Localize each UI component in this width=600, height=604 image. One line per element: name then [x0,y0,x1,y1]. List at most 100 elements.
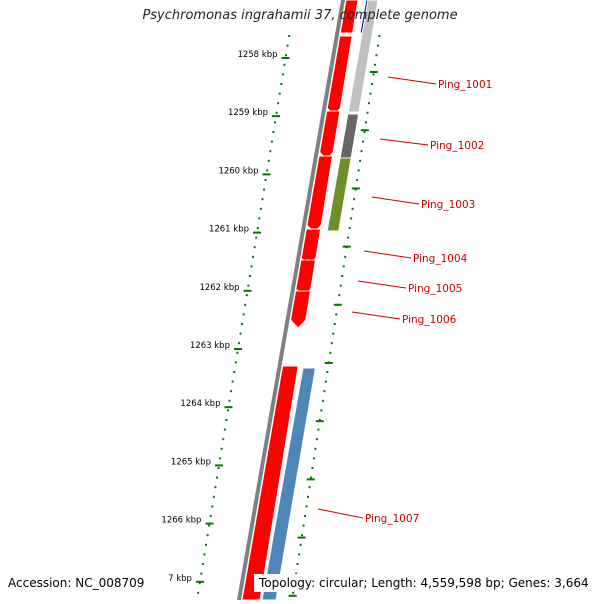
scale-tick-label: 1258 kbp [237,50,277,60]
scale-tick-label: 1263 kbp [190,341,230,351]
scale-dot-right [368,102,371,105]
scale-dot-left [281,73,284,76]
gene-label: Ping_1004 [413,253,468,265]
scale-dot-left [223,428,226,431]
scale-dot-right [332,332,335,335]
scale-dot-right [304,515,307,517]
scale-dot-left [274,121,277,124]
scale-dot-left [258,217,261,220]
scale-dot-left [264,179,267,181]
scale-dot-right [324,380,327,383]
scale-dot-left [245,294,248,297]
cds-arrow-7 [289,290,312,329]
scale-dot-left [206,534,209,537]
scale-tick-label: 1262 kbp [199,283,239,293]
scale-dot-right [318,419,321,421]
scale-dot-left [198,582,201,585]
scale-dot-right [301,534,304,537]
scale-dot-left [247,284,250,287]
genome-summary-text: Topology: circular; Length: 4,559,598 bp… [254,574,600,592]
scale-dot-right [351,207,354,210]
scale-dot-left [214,486,217,489]
gene-label: Ping_1006 [402,314,457,326]
scale-dot-right [306,495,309,498]
scale-dot-right [344,255,347,258]
scale-dot-right [314,447,317,450]
scale-dot-left [205,543,208,546]
scale-dot-right [341,275,344,277]
scale-dot-left [284,54,287,57]
scale-dot-right [372,73,375,76]
scale-dot-right [308,486,311,489]
scale-dot-right [342,265,345,268]
scale-dot-left [212,495,215,498]
scale-dot-left [208,524,211,527]
scale-dot-right [347,236,350,239]
scale-dot-right [329,351,332,354]
scale-dot-left [244,303,247,306]
scale-dot-right [292,591,295,594]
scale-dot-left [280,83,283,85]
olive-feature [326,157,352,232]
scale-tick-label: 1266 kbp [161,516,201,526]
scale-dot-right [365,121,368,124]
scale-dot-left [250,265,253,268]
scale-tick-label: 1260 kbp [218,166,258,176]
scale-dot-left [261,198,264,201]
scale-dot-left [270,140,273,143]
scale-dot-right [305,505,308,508]
gene-callout-line [357,280,407,289]
dark-gray-feature [339,113,360,159]
gene-label: Ping_1003 [421,199,475,211]
scale-dot-right [320,409,323,412]
scale-dot-left [230,390,233,393]
scale-dot-right [312,457,315,460]
scale-dot-left [286,44,289,47]
gene-callout-line [363,250,412,259]
scale-dot-left [255,236,258,239]
scale-dot-right [373,63,376,66]
scale-dot-right [309,476,312,479]
scale-dot-right [378,35,381,37]
scale-dot-left [200,572,203,575]
scale-dot-right [348,227,351,229]
scale-dot-right [359,159,362,162]
scale-dot-left [220,447,223,450]
scale-dot-left [288,35,291,37]
scale-dot-left [242,313,245,316]
scale-dot-left [231,380,234,383]
scale-dot-right [350,217,353,220]
scale-dot-right [363,131,366,133]
scale-dot-left [236,351,239,354]
scale-dot-right [362,140,365,143]
scale-dot-right [357,169,360,172]
scale-dot-left [252,255,255,258]
light-gray-feature [347,0,379,113]
scale-dot-right [339,284,342,287]
scale-dot-left [233,371,236,373]
scale-dot-right [333,323,336,325]
gene-label: Ping_1005 [408,283,462,295]
scale-dot-right [295,572,298,575]
gene-callout-line [371,196,420,205]
gene-labels: Ping_1001 Ping_1002 Ping_1003 Ping_1004 Ping… [317,76,492,525]
scale-dot-right [353,198,356,201]
scale-tick-label: 1264 kbp [180,399,220,409]
scale-dot-right [335,313,338,316]
scale-dot-right [375,54,378,57]
scale-dot-left [215,476,218,479]
gene-callout-line [379,138,429,146]
scale-dot-right [369,92,372,95]
scale-dot-left [226,409,229,412]
scale-dot-left [241,323,244,325]
scale-dot-left [201,563,204,565]
scale-dot-left [256,227,259,229]
scale-dot-left [234,361,237,364]
scale-dot-left [225,419,228,421]
scale-dot-right [315,438,318,441]
scale-dot-right [298,553,301,556]
scale-dot-left [283,63,286,66]
scale-dot-right [323,390,326,393]
